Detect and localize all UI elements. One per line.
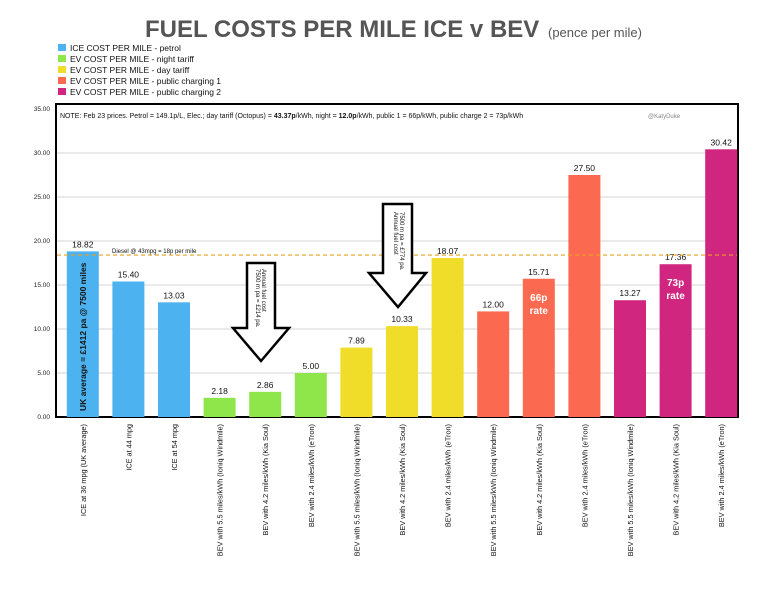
category-label-4: BEV with 4.2 miles/kWh (Kia Soul) bbox=[261, 424, 270, 536]
category-label-6: BEV with 5.5 miles/kWh (Ioniq Windmile) bbox=[352, 424, 361, 556]
note-text: NOTE: Feb 23 prices. Petrol = 149.1p/L, … bbox=[60, 113, 523, 120]
category-labels: ICE at 36 mpg (UK average) ICE at 44 mpg I… bbox=[79, 424, 726, 556]
bar-3 bbox=[203, 397, 236, 417]
chart-subtitle: (pence per mile) bbox=[548, 25, 642, 40]
rate-66-label: 66p bbox=[530, 293, 547, 304]
annual-cost-arrow-2 bbox=[366, 202, 429, 309]
category-label-3: BEV with 5.5 miles/kWh (Ioniq Windmile) bbox=[216, 424, 225, 556]
legend-swatch-day bbox=[58, 66, 66, 73]
category-label-7: BEV with 4.2 miles/kWh (Kia Soul) bbox=[398, 424, 407, 536]
category-label-5: BEV with 2.4 miles/kWh (eTron) bbox=[307, 424, 316, 527]
value-label-7: 10.33 bbox=[391, 314, 413, 324]
chart-title: FUEL COSTS PER MILE ICE v BEV bbox=[145, 16, 539, 43]
category-label-11: BEV with 2.4 miles/kWh (eTron) bbox=[580, 424, 589, 527]
category-label-12: BEV with 5.5 miles/kWh (Ioniq Windmile) bbox=[626, 424, 635, 556]
category-label-13: BEV with 4.2 miles/kWh (Kia Soul) bbox=[672, 424, 681, 536]
bar-7 bbox=[386, 326, 418, 417]
legend-swatch-night bbox=[58, 55, 66, 62]
value-labels: 18.82 15.40 13.03 2.18 2.86 5.00 7.89 10.33 18.0… bbox=[72, 137, 732, 396]
value-label-0: 18.82 bbox=[72, 239, 94, 249]
y-tick-label: 0.00 bbox=[37, 414, 50, 421]
bar-2 bbox=[158, 302, 190, 417]
bar-0 bbox=[66, 251, 99, 417]
bar-4 bbox=[249, 391, 282, 417]
legend-label-public-1: EV COST PER MILE - public charging 1 bbox=[70, 76, 221, 86]
y-tick-label: 35.00 bbox=[34, 106, 51, 113]
value-label-2: 13.03 bbox=[163, 290, 185, 300]
value-label-3: 2.18 bbox=[211, 386, 228, 396]
rate-73-word: rate bbox=[666, 291, 685, 302]
arrow-1-line1: Annual fuel cost bbox=[260, 269, 266, 312]
value-label-11: 27.50 bbox=[574, 163, 596, 173]
y-tick-label: 15.00 bbox=[34, 282, 51, 289]
note-rest: /kWh, public 1 = 66p/kWh, public charge … bbox=[357, 113, 524, 120]
legend: ICE COST PER MILE - petrol EV COST PER M… bbox=[58, 43, 221, 97]
bar-10 bbox=[522, 278, 555, 417]
note-prefix: NOTE: Feb 23 prices. Petrol = 149.1p/L, … bbox=[60, 113, 274, 120]
bar-6 bbox=[340, 347, 373, 417]
bars bbox=[66, 149, 738, 417]
bar-8 bbox=[431, 257, 464, 417]
y-axis-ticks: 0.00 5.00 10.00 15.00 20.00 25.00 30.00 35.00 bbox=[34, 106, 51, 421]
legend-label-night: EV COST PER MILE - night tariff bbox=[70, 54, 195, 64]
y-tick-label: 30.00 bbox=[34, 150, 51, 157]
bar-9 bbox=[477, 311, 510, 417]
value-label-5: 5.00 bbox=[303, 361, 320, 371]
legend-swatch-public-1 bbox=[58, 77, 66, 84]
y-tick-label: 20.00 bbox=[34, 238, 51, 245]
category-label-2: ICE at 54 mpg bbox=[170, 424, 179, 471]
value-label-13: 17.36 bbox=[665, 252, 687, 262]
y-tick-label: 10.00 bbox=[34, 326, 51, 333]
category-label-9: BEV with 5.5 miles/kWh (Ioniq Windmile) bbox=[489, 424, 498, 556]
legend-label-public-2: EV COST PER MILE - public charging 2 bbox=[70, 87, 221, 97]
bar-1 bbox=[112, 281, 145, 417]
y-tick-label: 25.00 bbox=[34, 194, 51, 201]
legend-label-day: EV COST PER MILE - day tariff bbox=[70, 65, 190, 75]
note-mid: /kWh, night = bbox=[296, 113, 339, 120]
value-label-14: 30.42 bbox=[711, 137, 733, 147]
bar-13 bbox=[659, 264, 692, 417]
uk-average-annotation: UK average = £1412 pa @ 7500 miles bbox=[78, 262, 88, 411]
note-day-rate: 43.37p bbox=[274, 113, 296, 120]
arrow-2-line1: Annual fuel cost bbox=[392, 212, 398, 255]
y-tick-label: 5.00 bbox=[37, 370, 50, 377]
arrow-1-line2: 7500 m pa = £214 pa. bbox=[254, 269, 260, 328]
rate-73-label: 73p bbox=[667, 278, 684, 289]
value-label-1: 15.40 bbox=[118, 269, 140, 279]
category-label-1: ICE at 44 mpg bbox=[124, 424, 133, 471]
value-label-9: 12.00 bbox=[483, 299, 505, 309]
rate-66-word: rate bbox=[530, 306, 549, 317]
bar-11 bbox=[568, 175, 601, 417]
legend-swatch-petrol bbox=[58, 44, 66, 51]
arrow-2-line2: 7500 m pa = £774 pa. bbox=[398, 212, 404, 271]
category-label-0: ICE at 36 mpg (UK average) bbox=[79, 424, 88, 516]
legend-label-petrol: ICE COST PER MILE - petrol bbox=[70, 43, 181, 53]
annual-cost-arrow-1 bbox=[230, 261, 292, 363]
bar-12 bbox=[614, 300, 646, 417]
value-label-10: 15.71 bbox=[528, 267, 550, 277]
note-credit: @KatyDuke bbox=[648, 114, 681, 120]
value-label-12: 13.27 bbox=[619, 288, 641, 298]
category-label-14: BEV with 2.4 miles/kWh (eTron) bbox=[717, 424, 726, 527]
bar-14 bbox=[705, 149, 738, 417]
diesel-label: Diesel @ 43mpg = 18p per mile bbox=[112, 249, 197, 255]
value-label-6: 7.89 bbox=[348, 336, 365, 346]
value-label-4: 2.86 bbox=[257, 380, 274, 390]
category-label-8: BEV with 2.4 miles/kWh (eTron) bbox=[444, 424, 453, 527]
note-night-rate: 12.0p bbox=[339, 113, 357, 120]
value-label-8: 18.07 bbox=[437, 246, 459, 256]
category-label-10: BEV with 4.2 miles/kWh (Kia Soul) bbox=[535, 424, 544, 536]
bar-5 bbox=[294, 373, 327, 417]
legend-swatch-public-2 bbox=[58, 88, 66, 95]
